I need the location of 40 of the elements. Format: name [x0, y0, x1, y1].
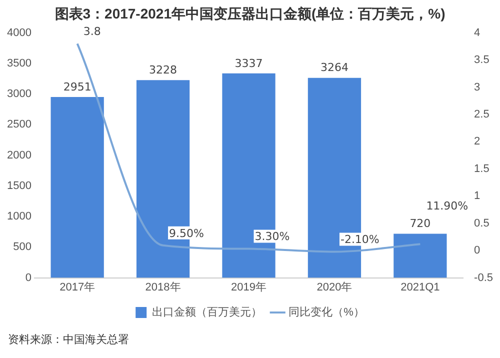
y2-tick-label: 1 — [474, 190, 480, 202]
data-label: 3228 — [149, 63, 178, 76]
data-label: -2.10% — [340, 233, 380, 246]
y2-tick-label: 1.5 — [474, 162, 490, 175]
data-label: 3264 — [320, 61, 348, 74]
data-label: 720 — [410, 217, 431, 230]
bar — [394, 234, 447, 278]
bar — [50, 97, 104, 278]
y2-tick-label: -0.5 — [474, 272, 494, 284]
y2-tick-label: 0.5 — [474, 217, 490, 230]
y-tick-label: 500 — [13, 241, 32, 254]
y-tick-label: 1500 — [6, 180, 32, 192]
y-tick-label: 3500 — [6, 57, 32, 70]
x-tick-label: 2018年 — [145, 281, 181, 294]
x-tick-label: 2021Q1 — [400, 281, 440, 294]
y-tick-label: 4000 — [6, 26, 32, 39]
text: 资料来源：中国海关总署 — [8, 332, 129, 347]
legend-label: 同比变化（%） — [288, 306, 364, 319]
y-tick-label: 1000 — [6, 210, 32, 223]
y2-tick-label: 3 — [474, 81, 480, 94]
x-tick-label: 2020年 — [316, 281, 352, 294]
x-tick-label: 2017年 — [60, 281, 96, 294]
y-tick-label: 2500 — [6, 118, 32, 131]
x-tick-label: 2019年 — [231, 281, 266, 294]
data-label: 2951 — [63, 80, 92, 94]
data-label: 9.50% — [169, 226, 204, 240]
y2-tick-label: 0 — [474, 244, 480, 257]
y-tick-label: 3000 — [6, 88, 32, 100]
data-label: 3.8 — [83, 25, 101, 38]
data-label: 3.30% — [254, 230, 290, 244]
y2-tick-label: 2.5 — [474, 108, 490, 120]
data-label: 11.90% — [426, 199, 468, 212]
y2-tick-label: 2 — [474, 136, 480, 148]
y-tick-label: 0 — [25, 272, 32, 284]
y-tick-label: 2000 — [6, 149, 32, 162]
legend-label: 出口金额（百万美元） — [152, 306, 262, 319]
y2-tick-label: 3.5 — [474, 54, 490, 66]
chart-title: 图表3：2017-2021年中国变压器出口金额(单位：百万美元，%) — [54, 5, 446, 22]
data-label: 3337 — [234, 56, 263, 70]
y2-tick-label: 4 — [474, 26, 480, 39]
